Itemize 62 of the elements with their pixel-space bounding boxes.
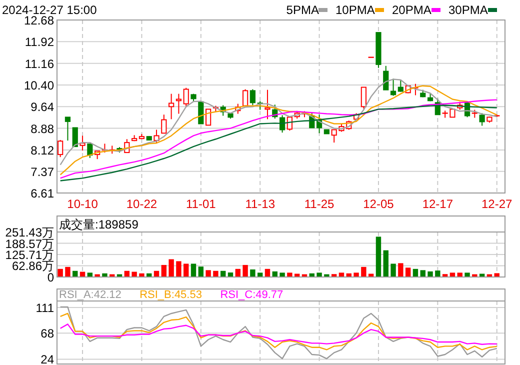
y-tick-label: 24 <box>40 352 54 365</box>
bar <box>361 266 366 278</box>
line-series <box>60 85 498 176</box>
legend-item: 30PMA <box>448 3 497 17</box>
text: RSI_B:45.53 <box>140 289 202 301</box>
text: RSI_C:49.77 <box>220 289 284 301</box>
bar <box>213 270 218 278</box>
chart-title: 成交量:189859 <box>59 218 139 232</box>
legend-label: 30PMA <box>448 3 488 17</box>
legend-label: 5PMA <box>286 3 319 17</box>
bar <box>184 264 189 278</box>
bar <box>280 272 285 278</box>
bar <box>354 272 359 278</box>
bar <box>198 266 204 278</box>
x-tick-label: 11-25 <box>304 197 335 211</box>
x-tick-label: 12-17 <box>422 197 454 211</box>
bar <box>376 236 382 278</box>
legend-item: 20PMA <box>392 3 440 17</box>
x-tick-label: 10-10 <box>67 197 98 211</box>
bar <box>383 250 388 278</box>
bar <box>168 259 174 278</box>
bar <box>206 270 211 278</box>
legend-label: 20PMA <box>392 3 432 17</box>
series-label: RSI_A:42.12 <box>59 289 122 301</box>
bar <box>58 268 63 278</box>
y-tick-label: 7.37 <box>30 164 54 179</box>
x-tick-label: 12-05 <box>363 197 394 211</box>
bar <box>65 266 70 278</box>
legend-item: 5PMA <box>286 3 328 17</box>
y-tick-label: 8.88 <box>30 122 54 136</box>
bar <box>316 272 322 278</box>
bar <box>435 270 440 278</box>
line-series <box>60 306 498 360</box>
legend-label: 10PMA <box>336 3 375 17</box>
bar <box>390 264 396 278</box>
legend-item: 10PMA <box>336 3 384 17</box>
x-tick-label: 11-01 <box>186 197 216 211</box>
line-series <box>60 324 498 345</box>
bar <box>190 264 196 278</box>
y-tick-label: 0 <box>47 270 54 284</box>
bar <box>464 272 470 278</box>
bar <box>405 268 411 278</box>
bar <box>161 264 167 278</box>
y-tick-label: 8.12 <box>30 143 54 158</box>
y-tick-label: 251.43万 <box>5 226 54 240</box>
bar <box>428 271 433 278</box>
y-tick-label: 10.40 <box>24 78 54 92</box>
y-tick-label: 111 <box>36 301 54 316</box>
y-tick-label: 11.16 <box>24 56 54 71</box>
x-tick-label: 12-27 <box>482 197 513 211</box>
bar <box>398 263 404 278</box>
y-tick-label: 68 <box>40 326 54 341</box>
bar <box>242 264 248 278</box>
bar <box>250 269 256 278</box>
y-tick-label: 9.64 <box>30 100 54 114</box>
y-tick-label: 6.61 <box>30 186 54 200</box>
x-tick-label: 10-22 <box>126 197 158 211</box>
bar <box>176 261 182 278</box>
bar <box>287 272 292 278</box>
y-tick-label: 11.92 <box>24 35 54 50</box>
line-series <box>60 312 498 350</box>
x-tick-label: 11-13 <box>245 197 276 211</box>
